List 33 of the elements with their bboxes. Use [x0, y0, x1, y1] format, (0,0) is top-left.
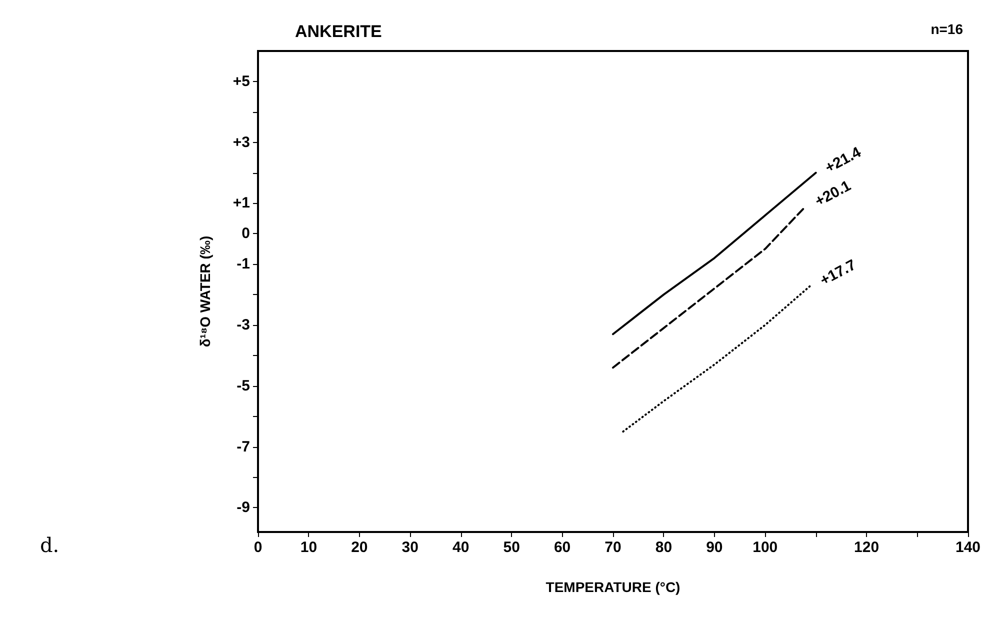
- x-tick-label: 0: [254, 539, 262, 556]
- text: +17.7: [817, 256, 859, 290]
- x-tick-label: 60: [554, 539, 571, 556]
- x-tick-label: 100: [752, 539, 778, 556]
- line-series: [612, 205, 807, 369]
- chart-title: ANKERITE: [295, 22, 382, 41]
- line-series: [612, 172, 817, 336]
- x-tick-label: 10: [300, 539, 318, 556]
- y-tick-label: +1: [232, 194, 250, 212]
- text: +21.4: [822, 144, 865, 177]
- x-axis-title: TEMPERATURE (°C): [546, 579, 680, 595]
- y-tick-label: -9: [236, 499, 250, 516]
- line-series: [622, 284, 812, 433]
- y-tick-label: 0: [242, 225, 250, 242]
- text: d.: [40, 533, 60, 557]
- x-tick-label: 80: [655, 539, 672, 556]
- x-tick-label: 20: [351, 539, 368, 556]
- y-tick-label: -1: [236, 256, 250, 273]
- y-tick-label: -3: [236, 316, 250, 334]
- x-tick-label: 140: [955, 539, 981, 556]
- x-tick-label: 90: [706, 539, 723, 556]
- y-axis-title: δ¹⁸O WATER (‰): [197, 236, 213, 348]
- x-tick-label: 50: [503, 539, 520, 556]
- y-tick-label: -5: [236, 377, 250, 394]
- y-tick-label: +5: [232, 72, 250, 90]
- text: n=16: [930, 21, 964, 37]
- y-tick-label: -7: [236, 438, 250, 456]
- x-tick-label: 120: [854, 539, 880, 556]
- x-tick-label: 70: [604, 539, 622, 556]
- x-tick-label: 30: [402, 539, 418, 556]
- y-tick-label: +3: [232, 134, 250, 151]
- x-tick-label: 40: [452, 539, 470, 556]
- text: +20.1: [812, 177, 854, 210]
